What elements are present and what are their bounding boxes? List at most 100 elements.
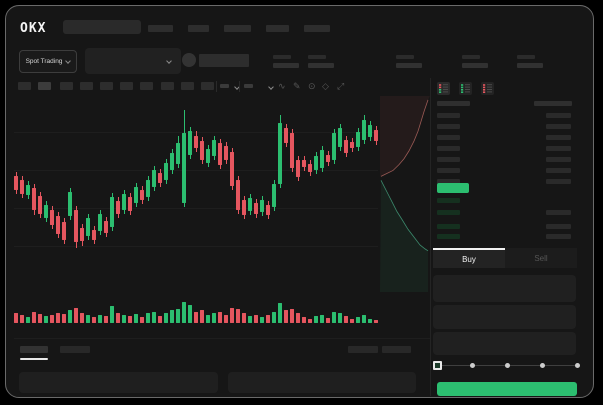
bottom-action-placeholder[interactable] (348, 346, 378, 353)
candle (140, 189, 144, 201)
volume-bar (158, 316, 162, 323)
timeframe-button-7[interactable] (140, 82, 153, 90)
nav-item-4[interactable] (266, 25, 289, 32)
orderbook-ask-row[interactable] (437, 146, 460, 151)
nav-item-5[interactable] (304, 25, 330, 32)
slider-stop[interactable] (540, 363, 545, 368)
orderbook-ask-row[interactable] (437, 157, 460, 162)
volume-bar (266, 315, 270, 323)
buy-submit-button[interactable] (437, 382, 577, 396)
candle (200, 141, 204, 160)
candle (206, 148, 210, 164)
volume-bar (38, 313, 42, 323)
orderbook-ask-row[interactable] (437, 179, 460, 184)
slider-stop[interactable] (575, 363, 580, 368)
candle (290, 133, 294, 168)
indicator-label-placeholder (220, 84, 229, 88)
candle (68, 191, 72, 216)
orderbook-ask-row[interactable] (437, 135, 460, 140)
timeframe-button-4[interactable] (80, 82, 93, 90)
book-asks-icon[interactable] (481, 82, 494, 95)
volume-bar (272, 311, 276, 323)
wave-icon[interactable]: ∿ (278, 81, 286, 91)
volume-bar (110, 306, 114, 323)
volume-bar (314, 316, 318, 323)
orderbook-bid-amount (546, 210, 571, 215)
orderbook-ask-amount (546, 113, 571, 118)
candle (212, 140, 216, 156)
volume-bar (350, 318, 354, 323)
orderbook-ask-row[interactable] (437, 124, 460, 129)
book-bids-icon[interactable] (459, 82, 472, 95)
volume-bar (278, 303, 282, 323)
trade-tabbar: Buy Sell (433, 248, 577, 268)
candle (86, 218, 90, 237)
orderbook-ask-amount (546, 124, 571, 129)
slider-stop[interactable] (470, 363, 475, 368)
timeframe-button-5[interactable] (100, 82, 113, 90)
timeframe-button-8[interactable] (161, 82, 174, 90)
volume-bar (26, 317, 30, 323)
book-both-icon[interactable] (437, 82, 450, 95)
search-input[interactable] (63, 20, 141, 34)
bottom-panel-left (19, 372, 218, 393)
slider-handle[interactable] (433, 361, 442, 370)
chart-gridline (14, 170, 378, 171)
nav-item-3[interactable] (224, 25, 251, 32)
candle (122, 194, 126, 210)
nav-item-1[interactable] (148, 25, 173, 32)
timeframe-button-10[interactable] (201, 82, 214, 90)
orderbook-bid-row[interactable] (437, 234, 460, 239)
camera-icon[interactable]: ⊙ (308, 81, 316, 91)
candle (38, 195, 42, 214)
timeframe-button-9[interactable] (181, 82, 194, 90)
nav-item-2[interactable] (188, 25, 209, 32)
timeframe-button-1[interactable] (18, 82, 31, 90)
timeframe-button-6[interactable] (120, 82, 133, 90)
candle (152, 170, 156, 188)
expand-icon[interactable]: ⤢ (337, 81, 345, 91)
stat-value-placeholder (462, 63, 488, 68)
volume-bar (68, 310, 72, 323)
volume-bar (152, 311, 156, 323)
candle (44, 205, 48, 219)
volume-bar (80, 313, 84, 323)
timeframe-button-2[interactable] (38, 82, 51, 90)
diamond-icon[interactable]: ◇ (322, 81, 329, 91)
bottom-tab-active[interactable] (20, 346, 48, 353)
volume-bar (236, 308, 240, 323)
market-type-dropdown[interactable]: Spot Trading (19, 50, 77, 73)
total-input[interactable] (433, 332, 576, 355)
volume-bar (284, 310, 288, 323)
candle (224, 146, 228, 160)
pair-name-placeholder (199, 54, 249, 67)
slider-stop[interactable] (505, 363, 510, 368)
bottom-action-placeholder[interactable] (382, 346, 411, 353)
volume-bar (20, 314, 24, 323)
orderbook-bid-row[interactable] (437, 210, 460, 215)
stat-label-placeholder (308, 55, 326, 59)
orderbook-ask-row[interactable] (437, 113, 460, 118)
pair-selector-dropdown[interactable] (85, 48, 181, 74)
volume-bar (62, 313, 66, 323)
pencil-icon[interactable]: ✎ (293, 81, 301, 91)
volume-bar (344, 316, 348, 323)
tab-buy[interactable]: Buy (433, 248, 505, 268)
volume-bar (194, 311, 198, 323)
okx-logo: OKX (20, 21, 47, 36)
candle (266, 205, 270, 215)
amount-input[interactable] (433, 305, 576, 329)
candle (284, 128, 288, 143)
orderbook-bid-row[interactable] (437, 224, 460, 229)
bottom-tab[interactable] (60, 346, 90, 353)
orderbook-bid-row[interactable] (437, 198, 460, 203)
candle (50, 209, 54, 225)
price-input[interactable] (433, 275, 576, 302)
chevron-down-icon (166, 58, 172, 64)
volume-bar (356, 316, 360, 323)
orderbook-ask-amount (546, 135, 571, 140)
orderbook-ask-row[interactable] (437, 168, 460, 173)
timeframe-button-3[interactable] (60, 82, 73, 90)
tab-sell[interactable]: Sell (505, 248, 577, 268)
chevron-down-icon[interactable] (268, 84, 274, 90)
